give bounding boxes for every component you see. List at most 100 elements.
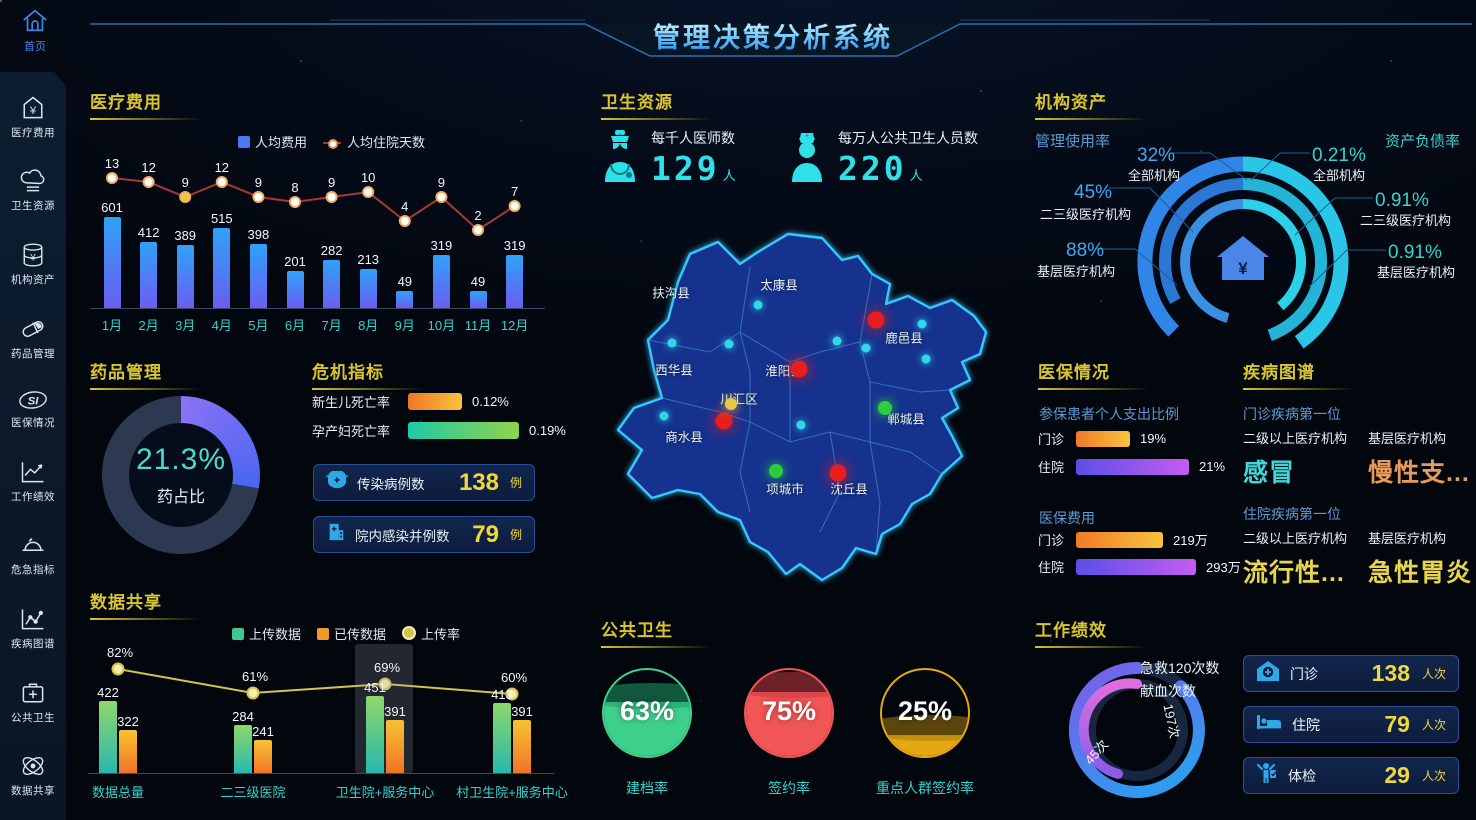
maternal-mortality-bar[interactable]	[408, 422, 519, 439]
line-point[interactable]	[472, 224, 484, 236]
map-data-dot[interactable]	[769, 464, 783, 478]
inpatient-cost-bar[interactable]	[1076, 558, 1196, 575]
monthly-fee-bar[interactable]	[359, 269, 377, 308]
sent-data-bar[interactable]	[254, 740, 272, 773]
svg-text:¥: ¥	[29, 105, 37, 117]
map-data-dot[interactable]	[796, 420, 806, 430]
legend-item[interactable]: 人均住院天数	[323, 132, 425, 151]
map-data-dot[interactable]	[921, 354, 931, 364]
sidebar-item-data-share[interactable]: 数据共享	[0, 752, 66, 798]
sidebar-item-home[interactable]: 首页	[0, 6, 70, 54]
map-county-label[interactable]: 商水县	[665, 430, 703, 445]
inpatient-stat-card[interactable]: 住院 79 人次	[1243, 706, 1459, 743]
upload-data-bar[interactable]	[366, 696, 384, 773]
line-point[interactable]	[252, 191, 265, 203]
sidebar-item-medical-fee[interactable]: ¥ 医疗费用	[0, 94, 66, 140]
line-point[interactable]	[362, 186, 375, 198]
svg-text:SI: SI	[28, 396, 40, 408]
sidebar-item-org-assets[interactable]: ¥ 机构资产	[0, 241, 66, 287]
sidebar-item-health-resource[interactable]: 卫生资源	[0, 167, 66, 213]
monthly-fee-bar[interactable]	[286, 271, 304, 308]
line-point[interactable]	[505, 687, 519, 701]
outpatient-stat-card[interactable]: 门诊 138 人次	[1243, 655, 1459, 692]
svg-text:¥: ¥	[1238, 259, 1248, 278]
map-data-dot[interactable]	[753, 300, 763, 310]
map-data-dot[interactable]	[725, 398, 737, 410]
map-data-dot[interactable]	[878, 401, 892, 415]
map-county-label[interactable]: 扶沟县	[652, 286, 690, 301]
legend-item[interactable]: 已传数据	[317, 624, 386, 643]
monthly-fee-bar[interactable]	[432, 255, 450, 308]
line-point[interactable]	[179, 191, 192, 203]
map-county-label[interactable]: 太康县	[760, 278, 798, 293]
insurance-bar-row: 住院 21%	[1038, 458, 1226, 475]
map-data-dot[interactable]	[829, 464, 847, 482]
line-point[interactable]	[398, 215, 411, 227]
line-point[interactable]	[106, 172, 118, 184]
monthly-fee-bar[interactable]	[323, 260, 341, 308]
monthly-fee-bar[interactable]	[176, 245, 194, 308]
upload-data-bar[interactable]	[493, 703, 511, 773]
monthly-fee-bar[interactable]	[103, 217, 121, 308]
monthly-fee-bar[interactable]	[213, 228, 231, 308]
upload-data-bar[interactable]	[234, 725, 252, 773]
map-data-dot[interactable]	[659, 411, 669, 421]
map-county-label[interactable]: 沈丘县	[830, 482, 868, 497]
drug-ratio-value: 21.3%	[135, 443, 227, 476]
line-point[interactable]	[378, 677, 392, 691]
sidebar-item-insurance[interactable]: SI 医保情况	[0, 388, 66, 430]
monthly-fee-bar[interactable]	[249, 244, 267, 308]
line-point[interactable]	[508, 200, 521, 212]
newborn-mortality-bar[interactable]	[408, 393, 462, 410]
hospital-infection-card[interactable]: 院内感染并例数 79 例	[313, 516, 535, 553]
map-data-dot[interactable]	[667, 338, 677, 348]
sidebar-item-performance[interactable]: 工作绩效	[0, 458, 66, 504]
rate-value-label: 60%	[500, 670, 528, 685]
line-point[interactable]	[289, 196, 301, 208]
sidebar-item-disease-map[interactable]: 疾病图谱	[0, 605, 66, 651]
sidebar-item-drug-mgmt[interactable]: 药品管理	[0, 315, 66, 361]
sent-data-bar[interactable]	[513, 720, 531, 773]
signing-rate-gauge[interactable]: 75%	[744, 668, 834, 758]
sent-data-bar[interactable]	[119, 730, 137, 773]
outpatient-cost-bar[interactable]	[1076, 531, 1163, 548]
legend-item[interactable]: 上传率	[402, 624, 460, 643]
sidebar-item-critical[interactable]: 危急指标	[0, 531, 66, 577]
map-county-label[interactable]: 郸城县	[887, 412, 925, 427]
map-data-dot[interactable]	[724, 339, 734, 349]
filing-rate-gauge[interactable]: 63%	[602, 668, 692, 758]
sidebar-item-public-health[interactable]: 公共卫生	[0, 679, 66, 725]
line-point[interactable]	[435, 191, 448, 203]
line-point[interactable]	[215, 176, 228, 188]
inpatient-expense-bar[interactable]	[1076, 458, 1189, 475]
legend-item[interactable]: 人均费用	[238, 132, 307, 151]
map-data-dot[interactable]	[861, 343, 871, 353]
monthly-fee-bar[interactable]	[396, 291, 414, 308]
line-point[interactable]	[142, 176, 155, 188]
outpatient-expense-bar[interactable]	[1076, 430, 1130, 447]
upload-data-bar[interactable]	[99, 701, 117, 773]
line-point[interactable]	[325, 191, 338, 203]
region-map[interactable]: 扶沟县 太康县 西华县 淮阳县 川汇区 商水县 鹿邑县 郸城县 项城市 沈丘县	[590, 212, 1000, 597]
monthly-fee-bar[interactable]	[469, 291, 487, 308]
map-county-label[interactable]: 鹿邑县	[885, 331, 923, 346]
map-data-dot[interactable]	[867, 311, 885, 329]
line-point[interactable]	[246, 686, 260, 700]
monthly-fee-bar[interactable]	[140, 242, 158, 308]
drug-ratio-donut[interactable]: 21.3% 药占比	[102, 396, 260, 554]
key-group-signing-gauge[interactable]: 25%	[880, 668, 970, 758]
map-data-dot[interactable]	[715, 412, 733, 430]
sent-data-bar[interactable]	[386, 720, 404, 773]
monthly-fee-bar[interactable]	[506, 255, 524, 308]
map-data-dot[interactable]	[790, 360, 808, 378]
newborn-mortality-value: 0.12%	[472, 394, 509, 409]
checkup-stat-card[interactable]: 体检 29 人次	[1243, 757, 1459, 794]
map-county-label[interactable]: 西华县	[655, 363, 693, 378]
legend-item[interactable]: 上传数据	[232, 624, 301, 643]
map-data-dot[interactable]	[832, 336, 842, 346]
map-data-dot[interactable]	[917, 319, 927, 329]
line-point[interactable]	[111, 662, 125, 676]
infectious-cases-card[interactable]: 传染病例数 138 例	[313, 464, 535, 501]
outpatient-tier23-disease: 感冒	[1243, 459, 1296, 487]
map-county-label[interactable]: 项城市	[766, 482, 804, 497]
